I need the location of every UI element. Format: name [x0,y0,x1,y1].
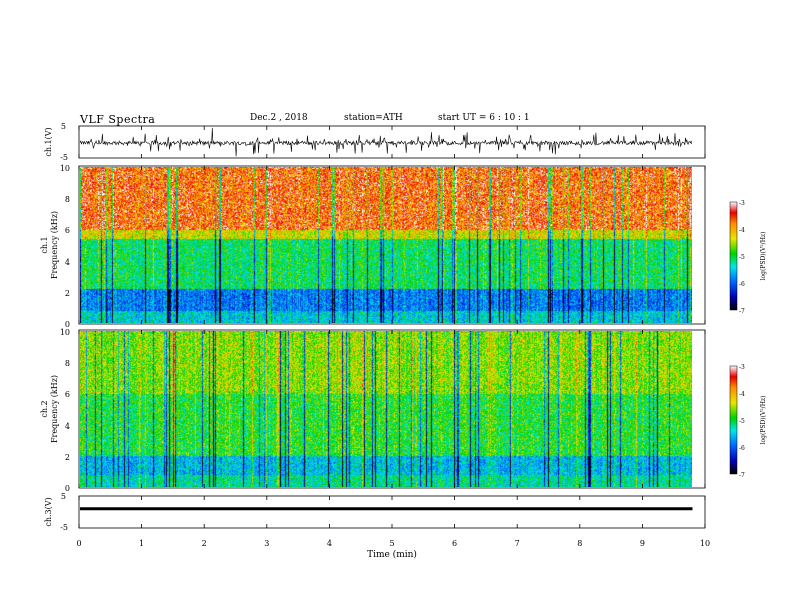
ch2-cbar-tick-7: -7 [739,472,745,479]
figure-title: VLF Spectra [80,113,156,126]
ch3-waveform-frame [78,495,706,529]
ch1-spectrogram-image [80,167,692,323]
ch1-ytick-0: 0 [65,320,70,329]
time-tick-label-5: 5 [389,539,394,548]
ch1-ytick-bottom: -5 [60,153,68,162]
time-tick-label-3: 3 [264,539,269,548]
ch2-channel-label: ch.2 [40,400,49,417]
time-tick-label-0: 0 [76,539,81,548]
ch1-colorbar [729,201,738,311]
ch2-ytick-4: 4 [65,422,70,431]
time-tick-label-2: 2 [202,539,207,548]
ch2-ytick-8: 8 [65,359,70,368]
ch1-waveform-frame [78,125,706,159]
time-tick-label-9: 9 [640,539,645,548]
ch2-cbar-tick-4: -4 [739,391,745,398]
ch2-spectrogram-yticks: 0 2 4 6 8 10 [60,328,70,493]
ch2-cbar-tick-5: -5 [739,418,745,425]
ch1-cbar-tick-7: -7 [739,308,745,315]
ch2-spectrogram-panel: 0 2 4 6 8 10 ch.2 Frequency (kHz) -3 -4 … [40,328,767,493]
time-tick-label-6: 6 [452,539,457,548]
ch2-cbar-tick-6: -6 [739,445,745,452]
ch3-ytick-top: 5 [61,492,66,501]
ch2-cbar-tick-3: -3 [739,364,745,371]
ch2-ytick-0: 0 [65,484,70,493]
ch1-waveform-trace [79,127,693,157]
ch1-colorbar-label: log(PSD)(V²/Hz) [760,232,767,281]
ch1-ytick-8: 8 [65,195,70,204]
ch1-cbar-tick-5: -5 [739,254,745,261]
ch1-ytick-top: 5 [61,122,66,131]
time-tick-label-1: 1 [139,539,144,548]
start-time-label: start UT = 6 : 10 : 1 [438,113,530,123]
ch2-ytick-6: 6 [65,390,70,399]
ch2-ytick-10: 10 [60,328,70,337]
ch1-ytick-4: 4 [65,258,70,267]
ch3-waveform-panel: 5 -5 ch.3(V) [44,492,706,532]
ch1-waveform-panel: 5 -5 ch.1(V) [44,122,706,162]
ch1-spectrogram-panel: 0 2 4 6 8 10 ch.1 Frequency (kHz) -3 -4 … [40,164,767,329]
ch1-channel-label: ch.1 [40,236,49,253]
ch1-cbar-tick-6: -6 [739,281,745,288]
ch1-cbar-tick-4: -4 [739,227,745,234]
ch1-ytick-2: 2 [65,289,70,298]
ch3-ytick-bottom: -5 [60,523,68,532]
ch2-colorbar-label: log(PSD)(V²/Hz) [760,396,767,445]
ch2-colorbar [729,365,738,475]
time-tick-label-8: 8 [577,539,582,548]
ch1-frequency-label: Frequency (kHz) [50,211,59,279]
time-tick-label-4: 4 [327,539,332,548]
date-label: Dec.2 , 2018 [250,113,308,123]
time-tick-label-7: 7 [515,539,520,548]
time-axis: 0 1 2 3 4 5 6 7 8 9 10 [76,126,710,548]
ch1-ytick-6: 6 [65,226,70,235]
ch1-spectrogram-yticks: 0 2 4 6 8 10 [60,164,70,329]
station-label: station=ATH [344,113,403,123]
ch2-spectrogram-image [80,331,692,487]
ch2-ytick-2: 2 [65,453,70,462]
ch1-ytick-10: 10 [60,164,70,173]
ch2-frequency-label: Frequency (kHz) [50,375,59,443]
time-tick-label-10: 10 [700,539,710,548]
ch1-cbar-tick-3: -3 [739,200,745,207]
ch3-waveform-ylabel: ch.3(V) [44,497,53,526]
time-axis-label: Time (min) [367,549,417,560]
ch1-waveform-ylabel: ch.1(V) [44,127,53,156]
